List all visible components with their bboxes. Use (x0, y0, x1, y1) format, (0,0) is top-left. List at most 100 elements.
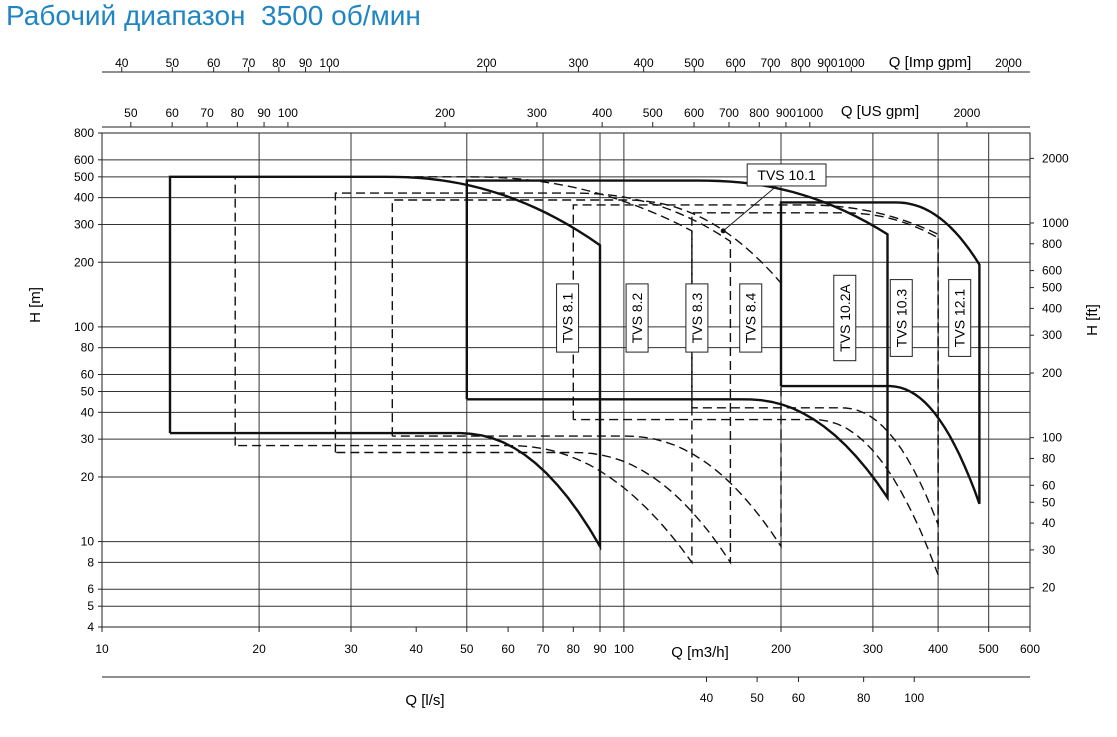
y-ft-tick-label: 300 (1042, 328, 1062, 342)
y-tick-label: 400 (74, 191, 94, 205)
y-tick-label: 5 (87, 599, 94, 613)
y-ft-tick-label: 1000 (1042, 216, 1069, 230)
ls-tick-label: 60 (792, 691, 806, 705)
x-axis-label: Q [m3/h] (671, 644, 729, 661)
x-tick-label: 600 (1020, 642, 1040, 656)
x-tick-label: 300 (863, 642, 883, 656)
imp-gpm-tick-label: 90 (299, 56, 313, 70)
y-ft-tick-label: 100 (1042, 431, 1062, 445)
label-tvs-10-3: TVS 10.3 (893, 289, 909, 348)
y-tick-label: 30 (81, 432, 95, 446)
imp-gpm-tick-label: 700 (760, 56, 780, 70)
us-gpm-tick-label: 2000 (954, 106, 981, 120)
us-gpm-axis-label: Q [US gpm] (841, 103, 919, 120)
y-tick-label: 10 (81, 535, 95, 549)
y-tick-label: 80 (81, 341, 95, 355)
y-ft-tick-label: 2000 (1042, 151, 1069, 165)
x-tick-label: 400 (928, 642, 948, 656)
label-tvs-8-1: TVS 8.1 (560, 292, 576, 343)
label-tvs-8-3: TVS 8.3 (689, 292, 705, 343)
x-tick-label: 90 (593, 642, 607, 656)
y-ft-tick-label: 800 (1042, 237, 1062, 251)
imp-gpm-tick-label: 900 (817, 56, 837, 70)
y-tick-label: 100 (74, 320, 94, 334)
us-gpm-tick-label: 600 (684, 106, 704, 120)
imp-gpm-tick-label: 400 (634, 56, 654, 70)
us-gpm-tick-label: 400 (592, 106, 612, 120)
us-gpm-tick-label: 700 (719, 106, 739, 120)
us-gpm-tick-label: 200 (435, 106, 455, 120)
x-tick-label: 30 (344, 642, 358, 656)
y-ft-tick-label: 20 (1042, 581, 1056, 595)
series-tvs-8-3 (334, 192, 732, 565)
label-tvs-8-2: TVS 8.2 (629, 292, 645, 343)
us-gpm-tick-label: 90 (257, 106, 271, 120)
imp-gpm-tick-label: 50 (166, 56, 180, 70)
us-gpm-tick-label: 80 (231, 106, 245, 120)
label-box-tvs-12-1 (948, 279, 972, 357)
y-axis-label-left: H [m] (27, 287, 44, 323)
label-tvs-8-4: TVS 8.4 (743, 292, 759, 343)
us-gpm-tick-label: 500 (643, 106, 663, 120)
series-tvs-10-3 (691, 212, 939, 525)
series-tvs-8-4 (391, 199, 782, 549)
label-pointer-tvs-10-1 (722, 185, 777, 232)
label-box-tvs-10-2a (833, 274, 857, 362)
imp-gpm-tick-label: 70 (242, 56, 256, 70)
us-gpm-tick-label: 60 (165, 106, 179, 120)
y-tick-label: 8 (87, 555, 94, 569)
chart-title: Рабочий диапазон 3500 об/мин (6, 0, 421, 31)
x-tick-label: 20 (252, 642, 266, 656)
imp-gpm-tick-label: 2000 (995, 56, 1022, 70)
imp-gpm-tick-label: 300 (568, 56, 588, 70)
x-tick-label: 50 (460, 642, 474, 656)
y-tick-label: 4 (87, 620, 94, 634)
y-axis-label-right: H [ft] (1084, 304, 1101, 336)
ls-tick-label: 40 (700, 691, 714, 705)
imp-gpm-axis-label: Q [Imp gpm] (889, 54, 972, 71)
ls-tick-label: 50 (750, 691, 764, 705)
series-tvs-10-1 (465, 179, 889, 502)
imp-gpm-tick-label: 40 (115, 56, 129, 70)
label-tvs-12-1: TVS 12.1 (952, 289, 968, 348)
label-box-tvs-10-1 (746, 163, 827, 187)
x-tick-label: 60 (501, 642, 515, 656)
y-tick-label: 500 (74, 170, 94, 184)
ls-tick-label: 100 (904, 691, 924, 705)
series-tvs-12-1 (779, 201, 981, 505)
y-tick-label: 800 (74, 126, 94, 140)
us-gpm-tick-label: 100 (278, 106, 298, 120)
y-ft-tick-label: 200 (1042, 366, 1062, 380)
y-ft-tick-label: 40 (1042, 516, 1056, 530)
label-box-tvs-8-3 (685, 283, 709, 353)
y-tick-label: 6 (87, 582, 94, 596)
x-tick-label: 40 (410, 642, 424, 656)
label-box-tvs-8-2 (625, 283, 649, 353)
imp-gpm-tick-label: 600 (726, 56, 746, 70)
label-box-tvs-8-1 (556, 283, 580, 353)
us-gpm-tick-label: 70 (200, 106, 214, 120)
y-tick-label: 600 (74, 153, 94, 167)
us-gpm-tick-label: 900 (776, 106, 796, 120)
y-tick-label: 20 (81, 470, 95, 484)
x-tick-label: 70 (536, 642, 550, 656)
y-ft-tick-label: 60 (1042, 478, 1056, 492)
series-tvs-10-2a (572, 204, 939, 576)
y-tick-label: 50 (81, 385, 95, 399)
y-tick-label: 40 (81, 405, 95, 419)
label-box-tvs-8-4 (739, 283, 763, 353)
label-tvs-10-2a: TVS 10.2A (837, 283, 853, 351)
label-pointer-dot-tvs-10-1 (720, 228, 726, 234)
y-ft-tick-label: 500 (1042, 281, 1062, 295)
y-ft-tick-label: 80 (1042, 451, 1056, 465)
ls-axis-label: Q [l/s] (405, 692, 444, 709)
x-tick-label: 200 (771, 642, 791, 656)
us-gpm-tick-label: 300 (527, 106, 547, 120)
us-gpm-tick-label: 50 (124, 106, 138, 120)
label-tvs-10-1: TVS 10.1 (757, 167, 816, 183)
y-ft-tick-label: 400 (1042, 301, 1062, 315)
imp-gpm-tick-label: 500 (684, 56, 704, 70)
imp-gpm-tick-label: 200 (477, 56, 497, 70)
us-gpm-tick-label: 800 (749, 106, 769, 120)
